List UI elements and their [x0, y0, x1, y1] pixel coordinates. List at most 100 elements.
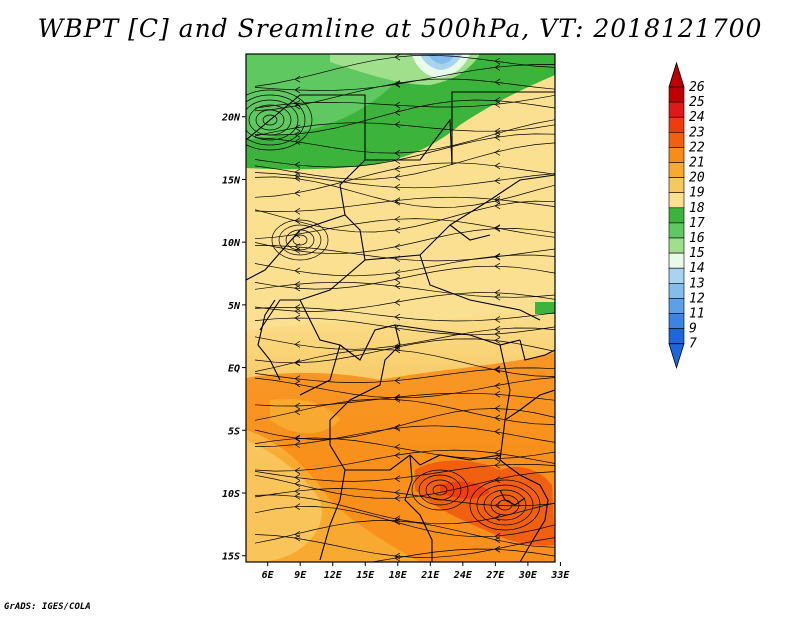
- streamline-vortex: [255, 109, 285, 131]
- streamline-arrow: [394, 165, 401, 173]
- streamline: [254, 292, 555, 312]
- streamline-arrow: [494, 253, 501, 261]
- streamline: [254, 162, 555, 198]
- streamline: [254, 449, 555, 472]
- colorbar-label: 20: [689, 171, 705, 186]
- streamline-arrow: [394, 173, 401, 181]
- lat-label: 20N: [221, 113, 241, 124]
- streamline-arrow: [294, 207, 301, 215]
- colorbar-swatch: [668, 252, 685, 269]
- colorbar-label: 11: [689, 307, 705, 322]
- streamline: [254, 367, 555, 383]
- streamline-arrow: [494, 455, 501, 463]
- colorbar-label: 17: [689, 216, 705, 231]
- colorbar-label: 21: [689, 156, 705, 171]
- streamline-arrow: [394, 299, 401, 306]
- lon-label: 6E: [262, 570, 275, 581]
- streamline-arrow: [294, 217, 301, 225]
- lat-label: 5S: [228, 426, 240, 437]
- streamline-arrow: [294, 189, 301, 197]
- streamline-arrow: [494, 225, 501, 232]
- colorbar-swatch: [668, 328, 685, 345]
- streamline-arrow: [494, 177, 501, 185]
- streamline-arrow: [294, 408, 301, 416]
- streamline: [254, 494, 555, 525]
- streamline: [254, 142, 555, 180]
- streamline-arrow: [494, 533, 501, 540]
- streamline-arrow: [294, 467, 301, 475]
- streamline: [254, 488, 555, 507]
- lat-label: EQ: [228, 364, 240, 375]
- streamline-arrow: [394, 243, 401, 251]
- streamline-arrow: [294, 534, 301, 542]
- streamline-vortex: [411, 469, 469, 511]
- lat-label: 15N: [222, 175, 241, 186]
- colorbar-label: 15: [689, 246, 705, 261]
- streamline: [254, 94, 555, 109]
- streamline: [254, 54, 555, 87]
- streamline-arrow: [494, 134, 501, 141]
- streamline: [254, 228, 555, 255]
- streamline-arrow: [494, 476, 501, 484]
- streamline-vortex: [246, 89, 313, 151]
- streamline-arrow: [394, 282, 401, 290]
- streamline-arrow: [394, 377, 401, 384]
- lat-label: 10N: [222, 238, 241, 249]
- colorbar-swatch: [668, 177, 685, 194]
- streamline-arrow: [294, 172, 301, 179]
- country-borders: [246, 91, 555, 562]
- streamline-arrow: [394, 276, 401, 283]
- streamline-arrow: [394, 215, 401, 223]
- streamline-arrow: [294, 434, 301, 442]
- colorbar-label: 26: [689, 80, 705, 95]
- streamline-arrow: [494, 64, 501, 71]
- streamline-arrow: [394, 554, 401, 562]
- streamline-arrow: [294, 130, 301, 138]
- streamline: [254, 172, 555, 189]
- streamline-arrow: [294, 480, 301, 488]
- colorbar-swatch: [668, 313, 685, 329]
- map-title: WBPT [C] and Sreamline at 500hPa, VT: 20…: [37, 14, 763, 43]
- streamline-arrow: [494, 316, 501, 323]
- colorbar-swatch: [668, 192, 685, 209]
- streamline-arrow: [494, 325, 501, 333]
- colorbar-swatch: [668, 116, 685, 133]
- colorbar-top-arrow: [668, 61, 685, 88]
- colorbar-label: 23: [689, 125, 705, 140]
- streamline: [368, 548, 555, 562]
- colorbar-swatch: [668, 86, 685, 103]
- streamline-arrow: [394, 423, 401, 431]
- streamline: [254, 327, 555, 350]
- streamline-arrow: [294, 487, 301, 495]
- lon-label: 27E: [485, 570, 505, 581]
- streamline-vortex: [418, 474, 462, 506]
- streamline: [254, 307, 555, 322]
- colorbar-label: 22: [689, 140, 705, 155]
- streamline-arrow: [394, 121, 401, 128]
- grads-credit: GrADS: IGES/COLA: [4, 602, 91, 612]
- streamline-vortex: [246, 99, 299, 141]
- streamline: [254, 349, 555, 377]
- streamline-arrow: [394, 313, 401, 321]
- streamline: [254, 200, 555, 233]
- lon-label: 24E: [453, 570, 473, 581]
- streamline-vortex: [262, 114, 278, 126]
- streamline-arrow: [494, 196, 501, 203]
- streamline-arrow: [494, 57, 501, 65]
- colorbar-swatch: [668, 147, 685, 163]
- streamlines: [246, 54, 555, 562]
- streamline-arrow: [294, 304, 301, 311]
- streamline-arrow: [494, 78, 501, 86]
- lon-label: 21E: [420, 570, 440, 581]
- streamline-vortex: [490, 494, 520, 516]
- colorbar-swatch: [668, 298, 685, 314]
- streamline-arrow: [394, 443, 401, 451]
- streamline: [254, 119, 555, 137]
- streamline-vortex: [469, 479, 541, 531]
- streamline-arrow: [494, 197, 501, 205]
- streamline: [254, 119, 555, 154]
- streamline-arrow: [494, 428, 501, 435]
- streamline-arrow: [494, 162, 501, 170]
- streamline-arrow: [394, 226, 401, 234]
